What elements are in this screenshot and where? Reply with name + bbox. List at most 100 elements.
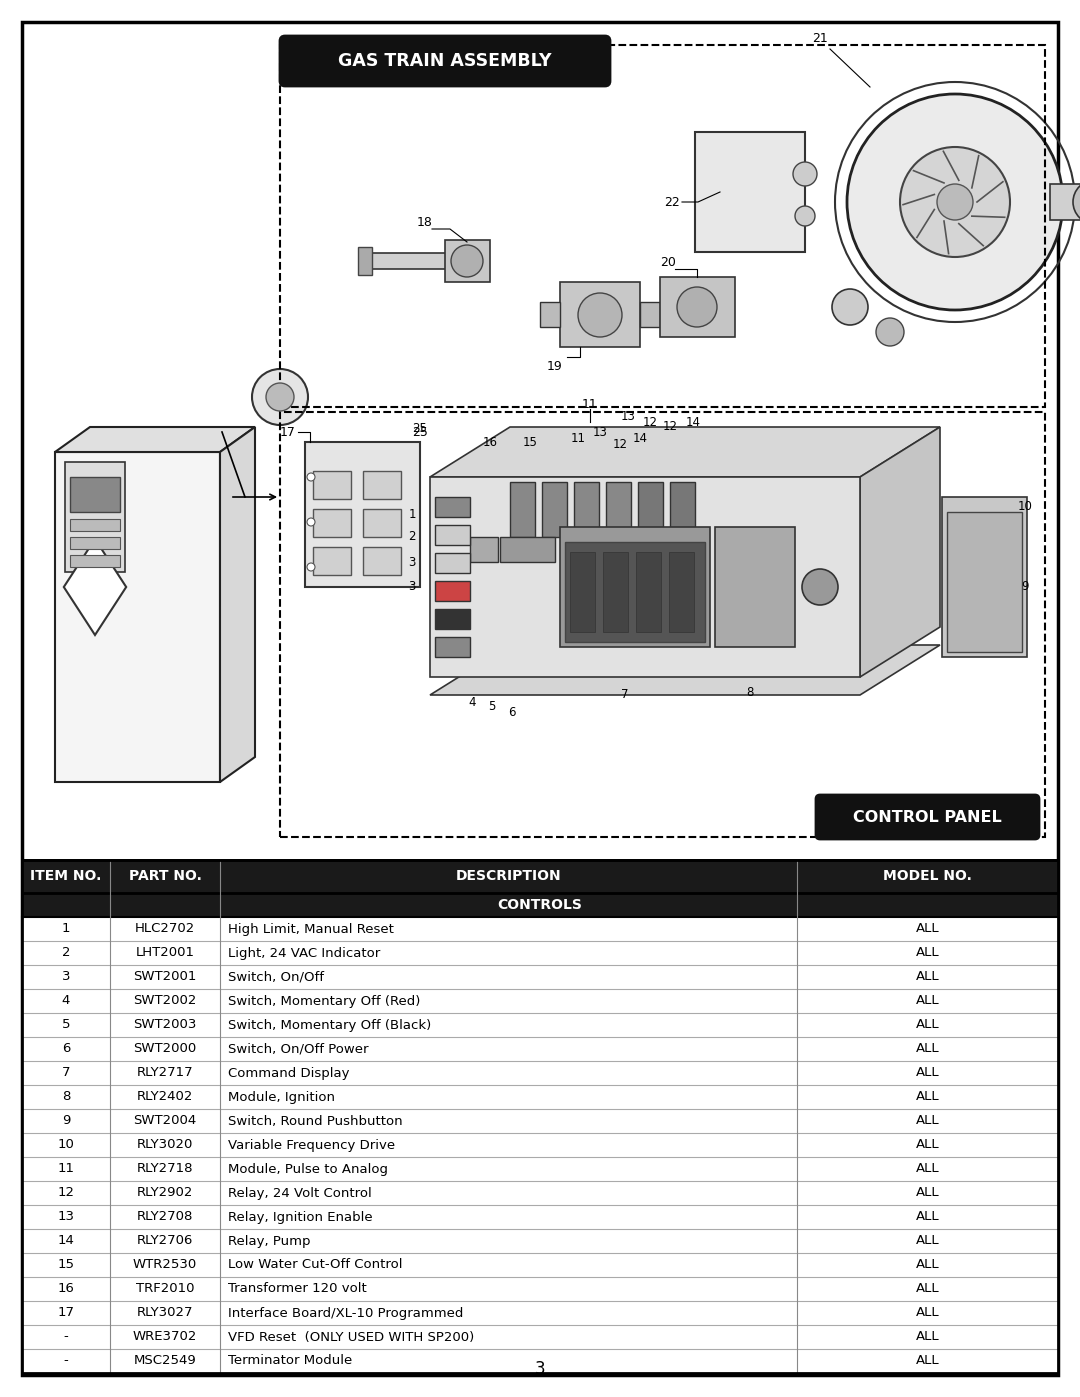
Text: CONTROLS: CONTROLS — [498, 898, 582, 912]
Circle shape — [578, 293, 622, 337]
Text: 13: 13 — [621, 411, 635, 423]
Bar — [22, 1060, 1058, 1085]
Bar — [640, 302, 660, 327]
Text: Relay, Pump: Relay, Pump — [228, 1235, 311, 1248]
Text: 1: 1 — [62, 922, 70, 936]
Text: RLY2706: RLY2706 — [137, 1235, 193, 1248]
Text: 18: 18 — [417, 215, 433, 229]
Text: 12: 12 — [612, 439, 627, 451]
Text: 9: 9 — [62, 1115, 70, 1127]
Circle shape — [307, 518, 315, 527]
Text: ALL: ALL — [916, 1066, 940, 1080]
Text: RLY2708: RLY2708 — [137, 1210, 193, 1224]
Bar — [313, 471, 351, 499]
Text: 11: 11 — [570, 433, 585, 446]
Text: MSC2549: MSC2549 — [134, 1355, 197, 1368]
Text: ALL: ALL — [916, 1235, 940, 1248]
Text: ALL: ALL — [916, 1330, 940, 1344]
Bar — [280, 412, 1045, 837]
Text: 25: 25 — [413, 422, 428, 436]
Bar — [22, 1301, 1058, 1324]
Text: ITEM NO.: ITEM NO. — [30, 869, 102, 883]
Polygon shape — [64, 539, 126, 636]
Bar — [445, 240, 490, 282]
Text: RLY3027: RLY3027 — [137, 1306, 193, 1320]
Bar — [565, 542, 705, 643]
Text: ALL: ALL — [916, 1355, 940, 1368]
Bar — [70, 520, 120, 531]
Text: 20: 20 — [660, 256, 676, 268]
Text: Module, Ignition: Module, Ignition — [228, 1091, 335, 1104]
Circle shape — [252, 369, 308, 425]
Circle shape — [876, 319, 904, 346]
Text: 5: 5 — [62, 1018, 70, 1031]
Bar — [606, 482, 631, 536]
Bar — [22, 1180, 1058, 1206]
Text: ALL: ALL — [916, 1210, 940, 1224]
Text: Module, Pulse to Analog: Module, Pulse to Analog — [228, 1162, 388, 1175]
Bar — [22, 861, 1058, 893]
Text: -: - — [64, 1355, 68, 1368]
Circle shape — [793, 162, 816, 186]
Text: 19: 19 — [548, 360, 563, 373]
Bar — [636, 552, 661, 631]
Bar — [670, 482, 696, 536]
Text: 14: 14 — [686, 415, 701, 429]
Bar — [435, 581, 470, 601]
Text: 13: 13 — [57, 1210, 75, 1224]
Bar — [363, 548, 401, 576]
Text: 4: 4 — [62, 995, 70, 1007]
Bar — [22, 1350, 1058, 1373]
Text: HLC2702: HLC2702 — [135, 922, 195, 936]
Text: Command Display: Command Display — [228, 1066, 350, 1080]
Text: Switch, On/Off: Switch, On/Off — [228, 971, 324, 983]
Text: ALL: ALL — [916, 1115, 940, 1127]
Bar — [638, 482, 663, 536]
Text: 25: 25 — [413, 426, 428, 439]
Text: 7: 7 — [62, 1066, 70, 1080]
Text: 6: 6 — [509, 705, 516, 718]
Text: SWT2000: SWT2000 — [133, 1042, 197, 1056]
Text: 3: 3 — [62, 971, 70, 983]
Polygon shape — [430, 645, 940, 694]
Bar — [363, 509, 401, 536]
Text: Switch, On/Off Power: Switch, On/Off Power — [228, 1042, 368, 1056]
Text: 16: 16 — [57, 1282, 75, 1295]
Text: Switch, Momentary Off (Red): Switch, Momentary Off (Red) — [228, 995, 420, 1007]
Text: 11: 11 — [582, 398, 598, 412]
Bar — [435, 525, 470, 545]
Bar — [22, 965, 1058, 989]
Text: SWT2003: SWT2003 — [133, 1018, 197, 1031]
Bar — [435, 497, 470, 517]
Bar — [280, 45, 1045, 407]
Bar — [22, 1253, 1058, 1277]
Circle shape — [900, 147, 1010, 257]
Text: Light, 24 VAC Indicator: Light, 24 VAC Indicator — [228, 947, 380, 960]
Bar — [365, 253, 450, 270]
Bar — [561, 282, 640, 346]
Text: WTR2530: WTR2530 — [133, 1259, 198, 1271]
Circle shape — [307, 474, 315, 481]
Bar — [22, 1037, 1058, 1060]
Circle shape — [937, 184, 973, 219]
Bar — [435, 553, 470, 573]
Text: RLY3020: RLY3020 — [137, 1139, 193, 1151]
Bar — [22, 1229, 1058, 1253]
Text: 17: 17 — [57, 1306, 75, 1320]
FancyBboxPatch shape — [280, 36, 610, 87]
Bar — [696, 131, 805, 251]
Bar — [22, 1109, 1058, 1133]
Text: 16: 16 — [483, 436, 498, 448]
Text: 9: 9 — [1022, 581, 1029, 594]
Polygon shape — [430, 427, 940, 476]
Text: 14: 14 — [633, 433, 648, 446]
Text: ALL: ALL — [916, 971, 940, 983]
Text: 7: 7 — [621, 689, 629, 701]
Text: Switch, Momentary Off (Black): Switch, Momentary Off (Black) — [228, 1018, 431, 1031]
Circle shape — [451, 244, 483, 277]
Text: 15: 15 — [57, 1259, 75, 1271]
Bar — [363, 471, 401, 499]
Text: ALL: ALL — [916, 922, 940, 936]
Circle shape — [847, 94, 1063, 310]
Bar — [669, 552, 694, 631]
